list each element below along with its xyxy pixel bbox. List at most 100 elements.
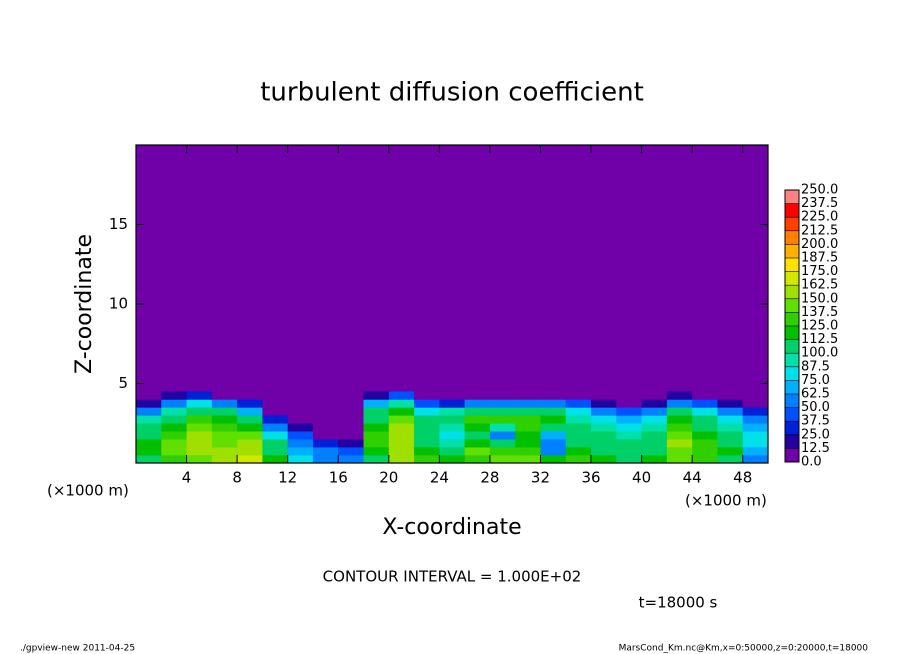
heatmap-cell bbox=[641, 455, 668, 464]
heatmap-cell bbox=[591, 399, 617, 408]
heatmap-cell bbox=[186, 439, 213, 448]
heatmap-cell bbox=[692, 407, 718, 416]
heatmap-cell bbox=[666, 391, 693, 400]
heatmap-cell bbox=[692, 399, 718, 408]
heatmap-cell bbox=[742, 407, 769, 416]
heatmap-cell bbox=[591, 455, 617, 464]
heatmap-cell bbox=[312, 447, 339, 456]
heatmap-cell bbox=[616, 423, 642, 432]
heatmap-cell bbox=[186, 431, 213, 440]
colorbar-swatch bbox=[785, 394, 799, 408]
heatmap-cell bbox=[616, 407, 642, 416]
heatmap-cell bbox=[338, 431, 364, 440]
heatmap-cell bbox=[439, 399, 465, 408]
heatmap-cell bbox=[591, 439, 617, 448]
heatmap-cell bbox=[211, 415, 238, 424]
heatmap-cell bbox=[287, 431, 314, 440]
heatmap-cell bbox=[363, 407, 390, 416]
heatmap-cell bbox=[262, 407, 288, 416]
heatmap-cell bbox=[591, 391, 617, 400]
heatmap-cell bbox=[565, 399, 592, 408]
colorbar-label: 162.5 bbox=[801, 278, 838, 293]
heatmap-cell bbox=[287, 447, 314, 456]
heatmap-cell bbox=[312, 439, 339, 448]
colorbar-label: 62.5 bbox=[801, 387, 830, 402]
heatmap-cell bbox=[161, 399, 187, 408]
heatmap-cell bbox=[641, 415, 668, 424]
footer-right: MarsCond_Km.nc@Km,x=0:50000,z=0:20000,t=… bbox=[619, 644, 869, 654]
heatmap-cell bbox=[312, 423, 339, 432]
heatmap-cell bbox=[136, 407, 162, 416]
heatmap-cell bbox=[186, 407, 213, 416]
heatmap-cell bbox=[464, 447, 491, 456]
heatmap-cell bbox=[616, 391, 642, 400]
heatmap-cell bbox=[338, 399, 364, 408]
heatmap-cell bbox=[338, 407, 364, 416]
heatmap-cell bbox=[666, 399, 693, 408]
heatmap-cell bbox=[717, 423, 744, 432]
colorbar-label: 187.5 bbox=[801, 251, 838, 266]
heatmap-cell bbox=[540, 423, 567, 432]
colorbar-swatch bbox=[785, 448, 799, 462]
heatmap-cell bbox=[540, 431, 567, 440]
heatmap-cell bbox=[515, 431, 541, 440]
heatmap-cell bbox=[641, 423, 668, 432]
heatmap-cell bbox=[237, 391, 263, 400]
chart-title: turbulent diffusion coefficient bbox=[260, 78, 644, 108]
heatmap-cell bbox=[464, 431, 491, 440]
heatmap-cell bbox=[186, 391, 213, 400]
heatmap-cell bbox=[287, 455, 314, 464]
heatmap-cell bbox=[717, 407, 744, 416]
colorbar-swatch bbox=[785, 366, 799, 381]
colorbar-swatch bbox=[785, 380, 799, 394]
heatmap-cell bbox=[414, 399, 440, 408]
heatmap-cell bbox=[388, 399, 415, 408]
colorbar-swatch bbox=[785, 203, 799, 218]
heatmap-cell bbox=[515, 391, 541, 400]
heatmap-cell bbox=[414, 415, 440, 424]
heatmap-cell bbox=[540, 399, 567, 408]
heatmap-cell bbox=[262, 391, 288, 400]
heatmap-cell bbox=[717, 455, 744, 464]
heatmap-cell bbox=[591, 431, 617, 440]
heatmap-cell bbox=[666, 439, 693, 448]
colorbar-label: 37.5 bbox=[801, 414, 830, 429]
heatmap-cell bbox=[591, 415, 617, 424]
colorbar-swatch bbox=[785, 421, 799, 435]
heatmap-cell bbox=[515, 447, 541, 456]
colorbar-label: 25.0 bbox=[801, 427, 830, 442]
heatmap-cell bbox=[489, 447, 516, 456]
colorbar-swatch bbox=[785, 298, 799, 313]
colorbar-swatch bbox=[785, 258, 799, 272]
heatmap-cell bbox=[312, 415, 339, 424]
heatmap-cell bbox=[287, 399, 314, 408]
heatmap-cell bbox=[414, 439, 440, 448]
heatmap-cell bbox=[742, 399, 769, 408]
heatmap-cell bbox=[540, 391, 567, 400]
heatmap-cell bbox=[363, 447, 390, 456]
x-tick-label: 36 bbox=[581, 469, 600, 487]
heatmap-cell bbox=[591, 407, 617, 416]
heatmap-cell bbox=[439, 439, 465, 448]
heatmap-cell bbox=[136, 455, 162, 464]
heatmap-cell bbox=[338, 415, 364, 424]
heatmap-cell bbox=[489, 439, 516, 448]
x-tick-label: 12 bbox=[278, 469, 297, 487]
colorbar-label: 175.0 bbox=[801, 264, 838, 279]
heatmap-cell bbox=[211, 439, 238, 448]
heatmap-cell bbox=[616, 399, 642, 408]
heatmap-cell bbox=[237, 439, 263, 448]
colorbar-label: 87.5 bbox=[801, 359, 830, 374]
heatmap-cell bbox=[287, 391, 314, 400]
colorbar-label: 50.0 bbox=[801, 400, 830, 415]
heatmap-cell bbox=[262, 447, 288, 456]
heatmap-cell bbox=[565, 415, 592, 424]
heatmap-cell bbox=[388, 439, 415, 448]
heatmap-cell bbox=[388, 391, 415, 400]
heatmap-cell bbox=[388, 415, 415, 424]
heatmap-cell bbox=[692, 391, 718, 400]
heatmap-cell bbox=[287, 415, 314, 424]
x-tick-label: 20 bbox=[379, 469, 398, 487]
heatmap-cell bbox=[489, 391, 516, 400]
